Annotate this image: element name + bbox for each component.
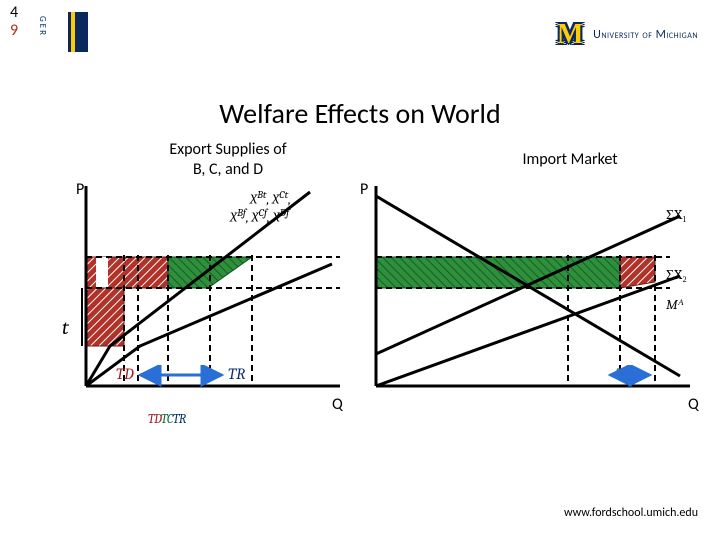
block-m-icon: M	[555, 22, 585, 48]
wordmark-text: University of Michigan	[593, 28, 698, 42]
page-number-top: 4	[10, 4, 18, 22]
right-y-axis-label: P	[360, 180, 368, 199]
right-chart-title: Import Market	[470, 150, 670, 170]
page-number: 4 9	[10, 4, 18, 40]
slide-title: Welfare Effects on World	[0, 96, 720, 131]
right-series-sumX1: ΣX₁	[666, 206, 687, 224]
right-series-MA: Mᴬ	[666, 296, 684, 314]
university-wordmark: M University of Michigan	[555, 22, 698, 48]
arrows-overlay-svg	[0, 365, 720, 415]
brand-stripe	[68, 12, 88, 52]
page-number-bottom: 9	[10, 22, 18, 40]
left-series-X-bottom: XBf, XCf, XDf	[230, 206, 289, 225]
welfare-labels-row: TD TR TC	[0, 365, 720, 395]
tariff-t-label: t	[62, 316, 69, 339]
left-chart-title: Export Supplies of B, C, and D	[128, 140, 328, 180]
left-series-X-top: XBt, XCt,	[250, 188, 291, 207]
footer-url: www.fordschool.umich.edu	[564, 506, 698, 520]
tiny-tdtctr-row: TDTCTR	[148, 412, 186, 427]
brand-vertical-text: GER	[37, 16, 48, 37]
right-series-sumX2: ΣX₂	[666, 266, 687, 284]
